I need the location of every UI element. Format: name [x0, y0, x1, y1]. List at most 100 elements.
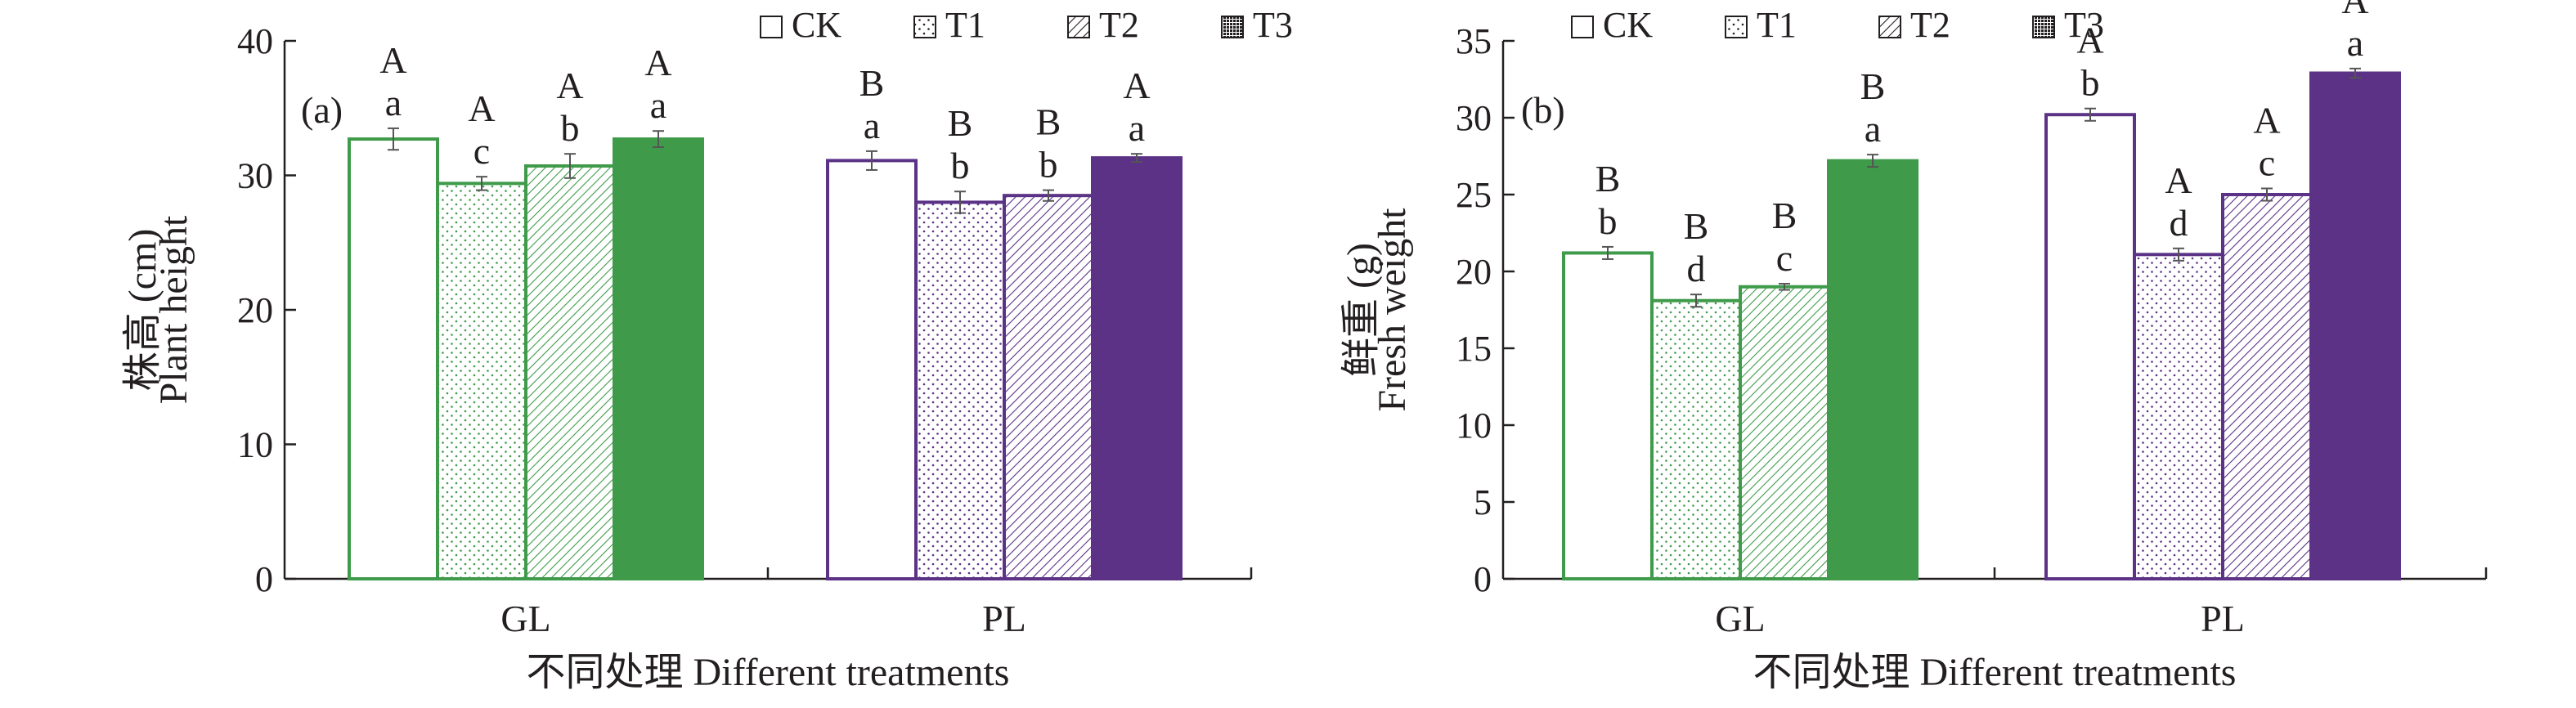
significance-lower-gl-t1: c [473, 130, 490, 172]
significance-upper-pl-t3: A [1123, 65, 1150, 106]
y-tick-label: 40 [237, 21, 273, 61]
legend-label-ck: CK [792, 5, 841, 45]
legend-swatch-t1 [1725, 16, 1748, 38]
significance-upper-pl-t3: A [2341, 0, 2368, 21]
significance-lower-pl-t1: d [2170, 202, 2188, 244]
x-tick-label-pl: PL [2201, 598, 2245, 639]
error-bar-pl-t2 [1043, 189, 1054, 202]
bar-gl-t1 [1650, 298, 1742, 580]
error-bar-gl-ck [388, 127, 399, 151]
y-tick-label: 5 [1474, 482, 1492, 522]
legend: CK T1 T2 T3 [1571, 5, 2104, 45]
x-axis-title: 不同处理 Different treatments [1753, 651, 2237, 694]
error-bar-pl-ck [2085, 107, 2096, 122]
error-bar-gl-t1 [1690, 294, 1702, 308]
error-bar-gl-t2 [1779, 283, 1790, 291]
panel-a: CK T1 T2 T3 0 10 20 30 40 GL PL 不同处理 Different trea… [121, 5, 1293, 694]
significance-upper-gl-ck: A [379, 39, 406, 81]
error-bar-pl-t1 [954, 190, 966, 214]
significance-lower-gl-t3: a [1865, 108, 1881, 150]
significance-lower-pl-t3: a [2347, 22, 2363, 64]
significance-lower-pl-t2: c [2259, 141, 2275, 183]
legend-swatch-t3 [1221, 16, 1244, 38]
significance-lower-pl-ck: b [2081, 62, 2100, 104]
bar-gl-t2 [1739, 285, 1830, 580]
legend-label-t1: T1 [1757, 5, 1797, 45]
bar-gl-t3 [1827, 159, 1919, 580]
y-tick-label: 0 [1474, 559, 1492, 599]
panel-label: (a) [301, 89, 343, 131]
significance-upper-gl-t2: B [1772, 195, 1797, 236]
y-tick-label: 10 [1456, 406, 1492, 446]
legend-label-t2: T2 [1099, 5, 1139, 45]
significance-lower-gl-t3: a [650, 84, 666, 126]
significance-lower-gl-t2: b [561, 107, 580, 149]
significance-lower-pl-ck: a [864, 105, 880, 146]
significance-lower-pl-t2: b [1039, 144, 1058, 186]
y-tick-label: 10 [237, 425, 273, 465]
y-tick-label: 30 [237, 156, 273, 196]
legend-label-ck: CK [1603, 5, 1653, 45]
legend-swatch-ck [760, 16, 783, 38]
significance-lower-gl-ck: a [385, 82, 402, 123]
error-bar-pl-t3 [1131, 153, 1142, 164]
x-tick-label-gl: GL [500, 598, 550, 639]
significance-upper-gl-t1: B [1684, 205, 1709, 247]
y-tick-label: 25 [1456, 175, 1492, 215]
legend-swatch-t2 [1067, 16, 1090, 38]
error-bar-gl-ck [1602, 245, 1613, 260]
error-bar-gl-t1 [476, 176, 487, 191]
x-tick-label-pl: PL [982, 598, 1026, 639]
bar-pl-ck [826, 159, 918, 580]
significance-upper-pl-t2: A [2253, 99, 2280, 141]
error-bar-pl-t2 [2261, 187, 2273, 202]
bar-pl-t1 [2133, 253, 2224, 580]
significance-upper-pl-t1: B [948, 102, 973, 144]
legend-label-t3: T3 [2064, 5, 2104, 45]
significance-upper-gl-t2: A [556, 65, 583, 106]
significance-upper-gl-t3: B [1860, 65, 1886, 107]
bar-gl-ck [348, 137, 439, 580]
bar-gl-t1 [436, 181, 527, 580]
bar-gl-t2 [524, 164, 616, 581]
significance-upper-pl-ck: B [859, 62, 885, 104]
significance-upper-gl-ck: B [1595, 158, 1621, 199]
y-tick-label: 0 [255, 559, 273, 599]
y-tick-label: 20 [237, 290, 273, 330]
panel-label: (b) [1521, 89, 1565, 131]
significance-lower-gl-ck: b [1599, 200, 1618, 242]
bar-pl-t1 [914, 200, 1006, 580]
bar-pl-t3 [2309, 71, 2401, 581]
y-axis-title-cn: 鲜重 (g) [1340, 243, 1383, 377]
legend-label-t1: T1 [945, 5, 985, 45]
bar-pl-t2 [1003, 194, 1094, 581]
legend-label-t3: T3 [1253, 5, 1293, 45]
significance-upper-pl-t1: A [2165, 159, 2192, 201]
significance-upper-gl-t3: A [644, 42, 671, 83]
y-tick-label: 20 [1456, 252, 1492, 292]
significance-lower-gl-t1: d [1687, 248, 1706, 289]
x-axis-title: 不同处理 Different treatments [527, 651, 1010, 694]
significance-lower-gl-t2: c [1776, 237, 1793, 279]
bar-pl-ck [2044, 113, 2136, 581]
legend-swatch-t3 [2032, 16, 2055, 38]
legend-swatch-ck [1571, 16, 1594, 38]
y-axis-title-en: Plant height [152, 215, 195, 404]
x-tick-label-gl: GL [1715, 598, 1765, 639]
error-bar-gl-t3 [653, 130, 664, 148]
legend-swatch-t2 [1878, 16, 1901, 38]
error-bar-pl-ck [866, 150, 877, 171]
y-tick-label: 30 [1456, 98, 1492, 138]
significance-upper-pl-ck: A [2076, 20, 2103, 61]
y-axis-title-en: Fresh weight [1371, 208, 1414, 412]
significance-upper-pl-t2: B [1036, 101, 1061, 143]
significance-lower-pl-t1: b [951, 145, 970, 186]
error-bar-pl-t1 [2173, 247, 2184, 262]
legend-label-t2: T2 [1910, 5, 1950, 45]
legend-swatch-t1 [913, 16, 936, 38]
y-tick-label: 15 [1456, 329, 1492, 369]
bar-pl-t2 [2221, 193, 2313, 580]
significance-lower-pl-t3: a [1129, 107, 1145, 149]
error-bar-gl-t3 [1867, 154, 1878, 168]
